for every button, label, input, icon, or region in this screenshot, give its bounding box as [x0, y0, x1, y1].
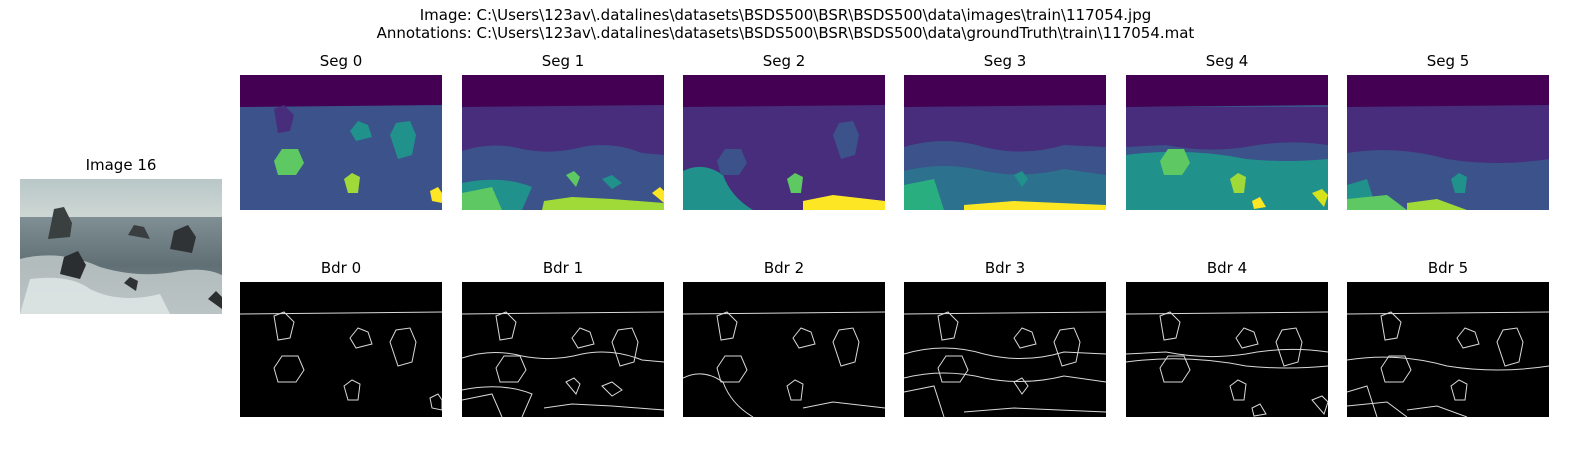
bdr-panel-2: Bdr 2: [683, 259, 885, 417]
bdr-image-0: [240, 282, 442, 417]
seg-title-1: Seg 1: [462, 52, 664, 70]
bdr-panel-3: Bdr 3: [904, 259, 1106, 417]
annotation-path-title: Annotations: C:\Users\123av\.datalines\d…: [0, 24, 1571, 42]
seg-panel-3: Seg 3: [904, 52, 1106, 210]
seg-panel-0: Seg 0: [240, 52, 442, 210]
bdr-image-1: [462, 282, 664, 417]
seg-title-3: Seg 3: [904, 52, 1106, 70]
seg-panel-4: Seg 4: [1126, 52, 1328, 210]
bdr-image-5: [1347, 282, 1549, 417]
bdr-image-2: [683, 282, 885, 417]
seg-image-4: [1126, 75, 1328, 210]
bdr-title-0: Bdr 0: [240, 259, 442, 277]
bdr-panel-1: Bdr 1: [462, 259, 664, 417]
seg-title-2: Seg 2: [683, 52, 885, 70]
bdr-panel-5: Bdr 5: [1347, 259, 1549, 417]
bdr-panel-0: Bdr 0: [240, 259, 442, 417]
seg-panel-5: Seg 5: [1347, 52, 1549, 210]
seg-image-5: [1347, 75, 1549, 210]
bdr-title-1: Bdr 1: [462, 259, 664, 277]
image-path-title: Image: C:\Users\123av\.datalines\dataset…: [0, 6, 1571, 24]
bdr-panel-4: Bdr 4: [1126, 259, 1328, 417]
seg-panel-1: Seg 1: [462, 52, 664, 210]
seg-title-5: Seg 5: [1347, 52, 1549, 70]
seg-image-3: [904, 75, 1106, 210]
seg-image-0: [240, 75, 442, 210]
photo-panel: Image 16: [20, 156, 222, 314]
seg-title-0: Seg 0: [240, 52, 442, 70]
bdr-title-4: Bdr 4: [1126, 259, 1328, 277]
bdr-title-2: Bdr 2: [683, 259, 885, 277]
bdr-title-3: Bdr 3: [904, 259, 1106, 277]
bdr-image-3: [904, 282, 1106, 417]
photo-title: Image 16: [20, 156, 222, 174]
bdr-image-4: [1126, 282, 1328, 417]
bdr-title-5: Bdr 5: [1347, 259, 1549, 277]
seg-title-4: Seg 4: [1126, 52, 1328, 70]
seg-panel-2: Seg 2: [683, 52, 885, 210]
seg-image-1: [462, 75, 664, 210]
seg-image-2: [683, 75, 885, 210]
photo-image: [20, 179, 222, 314]
